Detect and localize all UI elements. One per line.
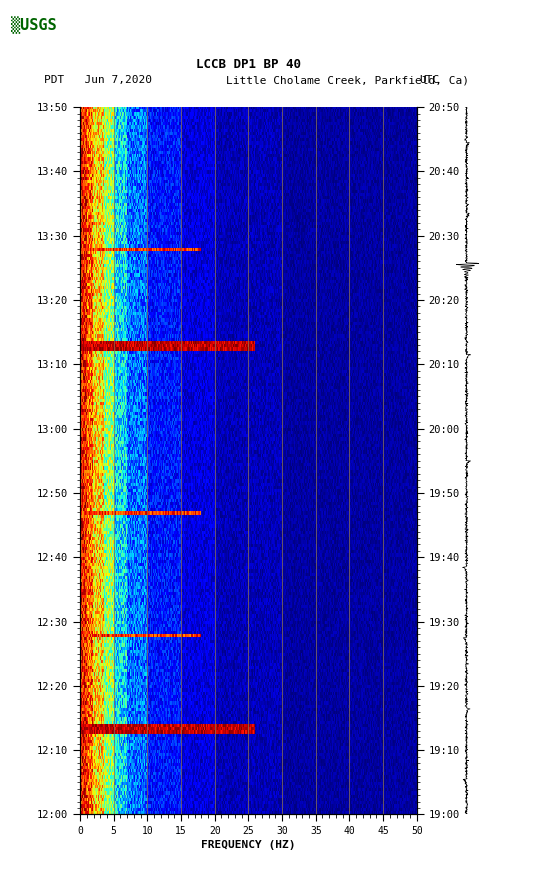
Text: UTC: UTC bbox=[420, 75, 440, 86]
X-axis label: FREQUENCY (HZ): FREQUENCY (HZ) bbox=[201, 840, 296, 850]
Text: PDT   Jun 7,2020: PDT Jun 7,2020 bbox=[44, 75, 152, 86]
Text: ▒USGS: ▒USGS bbox=[11, 16, 57, 34]
Text: LCCB DP1 BP 40: LCCB DP1 BP 40 bbox=[196, 58, 301, 71]
Text: Little Cholame Creek, Parkfield, Ca): Little Cholame Creek, Parkfield, Ca) bbox=[226, 75, 469, 86]
